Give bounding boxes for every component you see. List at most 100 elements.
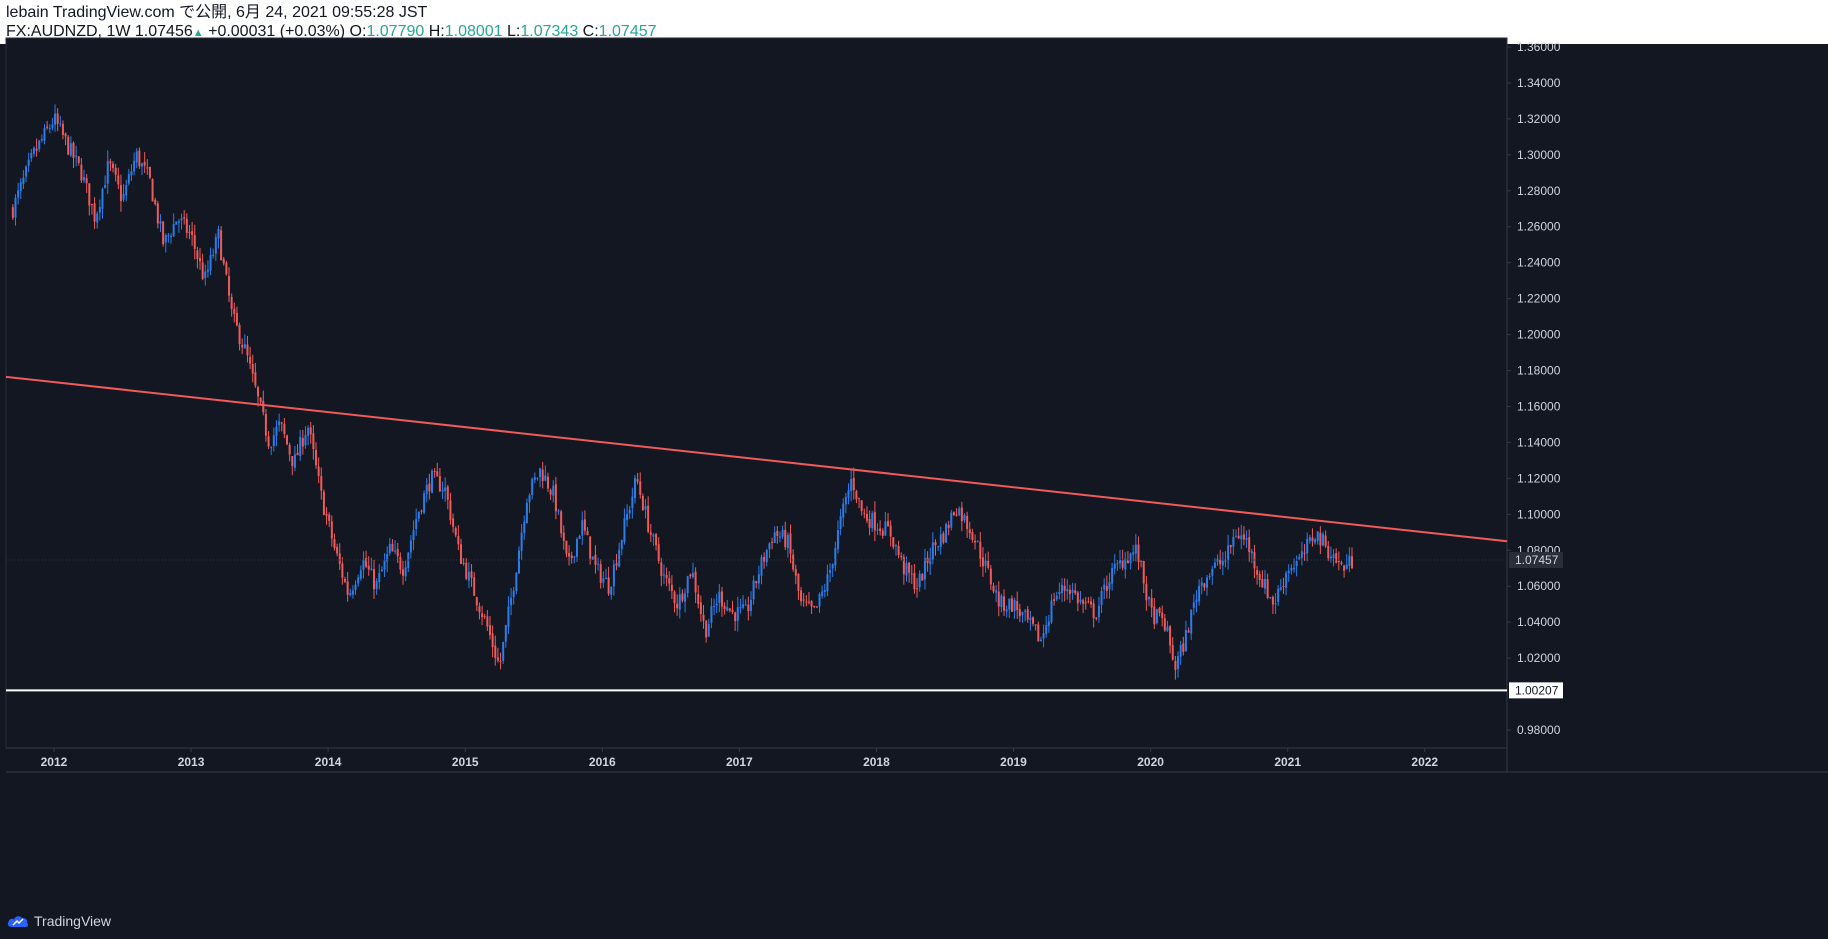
candle-body [309,427,312,435]
price-label-box [1509,552,1563,569]
time-tick-label: 2015 [452,755,479,769]
candle-body [939,534,942,547]
drawn-lines[interactable] [5,375,1508,692]
candle-body [270,447,273,449]
candle-body [259,397,262,403]
candle-body [665,574,668,579]
candle-body [971,532,974,540]
symbol-ohlc-line: FX:AUDNZD, 1W 1.07456▲ +0.00031 (+0.03%)… [6,23,657,42]
candle-body [1058,592,1061,595]
candle-body [1163,618,1166,631]
candle-body [380,569,383,572]
candle-body [744,604,747,606]
candle-body [454,528,457,536]
candle-body [1029,617,1032,621]
candle-body [235,313,238,326]
candle-body [1108,582,1111,590]
candle-body [633,477,636,499]
candle-body [1119,559,1122,564]
candle-body [554,484,557,512]
candle-body [14,197,17,218]
candle-body [80,164,83,181]
candle-body [1321,534,1324,546]
candle-body [575,539,578,557]
candle-body [59,123,62,125]
candle-body [800,590,803,602]
candle-body [1113,563,1116,569]
candle-body [1264,578,1267,589]
candle-body [322,491,325,515]
price-axis[interactable]: 1.36000 1.34000 1.32000 1.30000 1.28000 1.260… [1507,40,1563,737]
candle-body [691,572,694,577]
candle-body [1306,539,1309,554]
price-tick-label: 1.12000 [1517,471,1561,485]
candle-body [636,479,639,482]
candle-body [570,555,573,558]
candle-body [238,325,241,345]
candle-body [206,269,209,272]
candle-body [272,435,275,447]
descending-trendline [5,375,1508,543]
brand-label: TradingView [34,913,112,929]
time-axis[interactable]: 2012 2013 2014 2015 2016 2017 2018 2019 2020 2021… [41,748,1439,769]
candle-body [623,518,626,542]
candle-body [731,609,734,613]
candle-body [1274,603,1277,605]
price-chart[interactable]: 1.36000 1.34000 1.32000 1.30000 1.28000 1.260… [0,0,1828,903]
candle-body [728,608,731,611]
candle-body [1140,560,1143,562]
candle-body [1350,556,1353,569]
candle-body [1092,603,1095,619]
candle-body [1335,552,1338,563]
candle-body [807,601,810,603]
candle-body [947,524,950,529]
candle-body [1227,545,1230,561]
candle-body [1153,606,1156,625]
candle-body [43,128,46,141]
candle-body [778,536,781,538]
candle-body [48,127,51,129]
candle-body [510,597,513,606]
candle-body [257,387,260,397]
candle-body [1340,562,1343,565]
candle-body [1314,539,1317,543]
candle-body [1311,537,1314,542]
candle-body [67,136,70,155]
candle-body [1250,551,1253,554]
candle-body [1248,537,1251,552]
candle-body [842,503,845,518]
candle-body [1282,585,1285,587]
candle-body [1124,558,1127,570]
candle-body [359,570,362,579]
chart-frame [5,37,1828,773]
candle-body [1195,599,1198,603]
candle-body [386,553,389,562]
candle-body [185,218,188,233]
candle-body [1066,589,1069,592]
candle-body [871,512,874,529]
candle-body [1337,560,1340,562]
high-label: H: [428,23,445,40]
candle-body [1174,660,1177,670]
candle-body [1003,596,1006,611]
candle-body [212,254,215,257]
candle-body [549,490,552,495]
candle-body [887,520,890,527]
candle-body [1242,534,1245,540]
candle-body [955,514,958,516]
time-tick-label: 2017 [726,755,753,769]
candle-body [54,113,57,125]
candle-body [409,540,412,553]
candle-body [726,607,729,611]
price-tick-label: 1.32000 [1517,112,1561,126]
candle-body [1145,583,1148,601]
high-value: 1.08001 [444,23,503,40]
candle-body [539,468,542,478]
candle-body [723,605,726,609]
candle-body [989,568,992,585]
candle-body [902,557,905,575]
candle-body [183,217,186,219]
candle-body [517,550,520,574]
candle-series [11,104,1353,680]
candle-body [1258,573,1261,580]
